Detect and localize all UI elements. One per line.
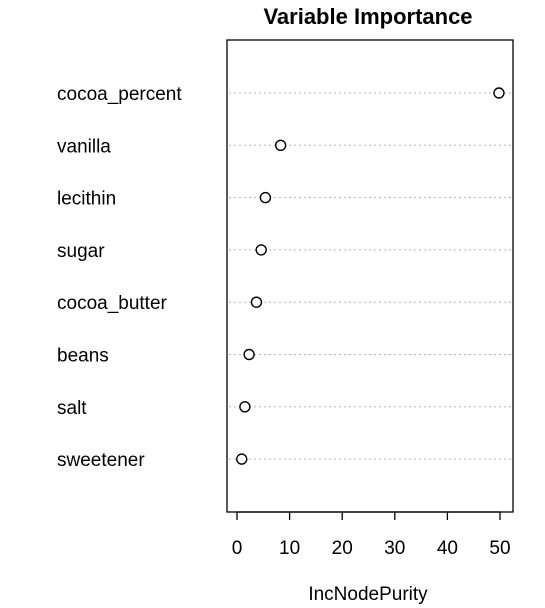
row-sweetener: sweetener — [57, 450, 511, 471]
category-label: vanilla — [57, 136, 111, 157]
category-label: sweetener — [57, 450, 145, 471]
x-tick-label: 30 — [384, 538, 405, 559]
plot-frame — [227, 40, 513, 512]
row-cocoa-butter: cocoa_butter — [57, 293, 511, 314]
x-axis: 0 10 20 30 40 50 — [232, 512, 511, 559]
category-label: cocoa_percent — [57, 84, 182, 105]
x-tick-label: 20 — [332, 538, 353, 559]
data-point — [256, 245, 266, 255]
category-label: salt — [57, 398, 87, 419]
row-cocoa-percent: cocoa_percent — [57, 84, 511, 105]
data-point — [276, 140, 286, 150]
row-salt: salt — [57, 398, 511, 419]
x-tick-label: 50 — [489, 538, 510, 559]
x-tick-label: 40 — [437, 538, 458, 559]
x-tick-label: 10 — [279, 538, 300, 559]
x-tick-label: 0 — [232, 538, 243, 559]
category-label: sugar — [57, 241, 105, 262]
data-point — [237, 454, 247, 464]
data-point — [251, 297, 261, 307]
category-label: cocoa_butter — [57, 293, 168, 314]
chart-title: Variable Importance — [263, 4, 472, 29]
row-sugar: sugar — [57, 241, 511, 262]
data-point — [494, 88, 504, 98]
data-point — [260, 193, 270, 203]
data-point — [244, 350, 254, 360]
row-lecithin: lecithin — [57, 189, 511, 210]
category-label: lecithin — [57, 189, 116, 210]
category-label: beans — [57, 346, 109, 367]
row-beans: beans — [57, 346, 511, 367]
data-point — [240, 402, 250, 412]
x-axis-title: IncNodePurity — [308, 584, 428, 605]
row-vanilla: vanilla — [57, 136, 511, 157]
